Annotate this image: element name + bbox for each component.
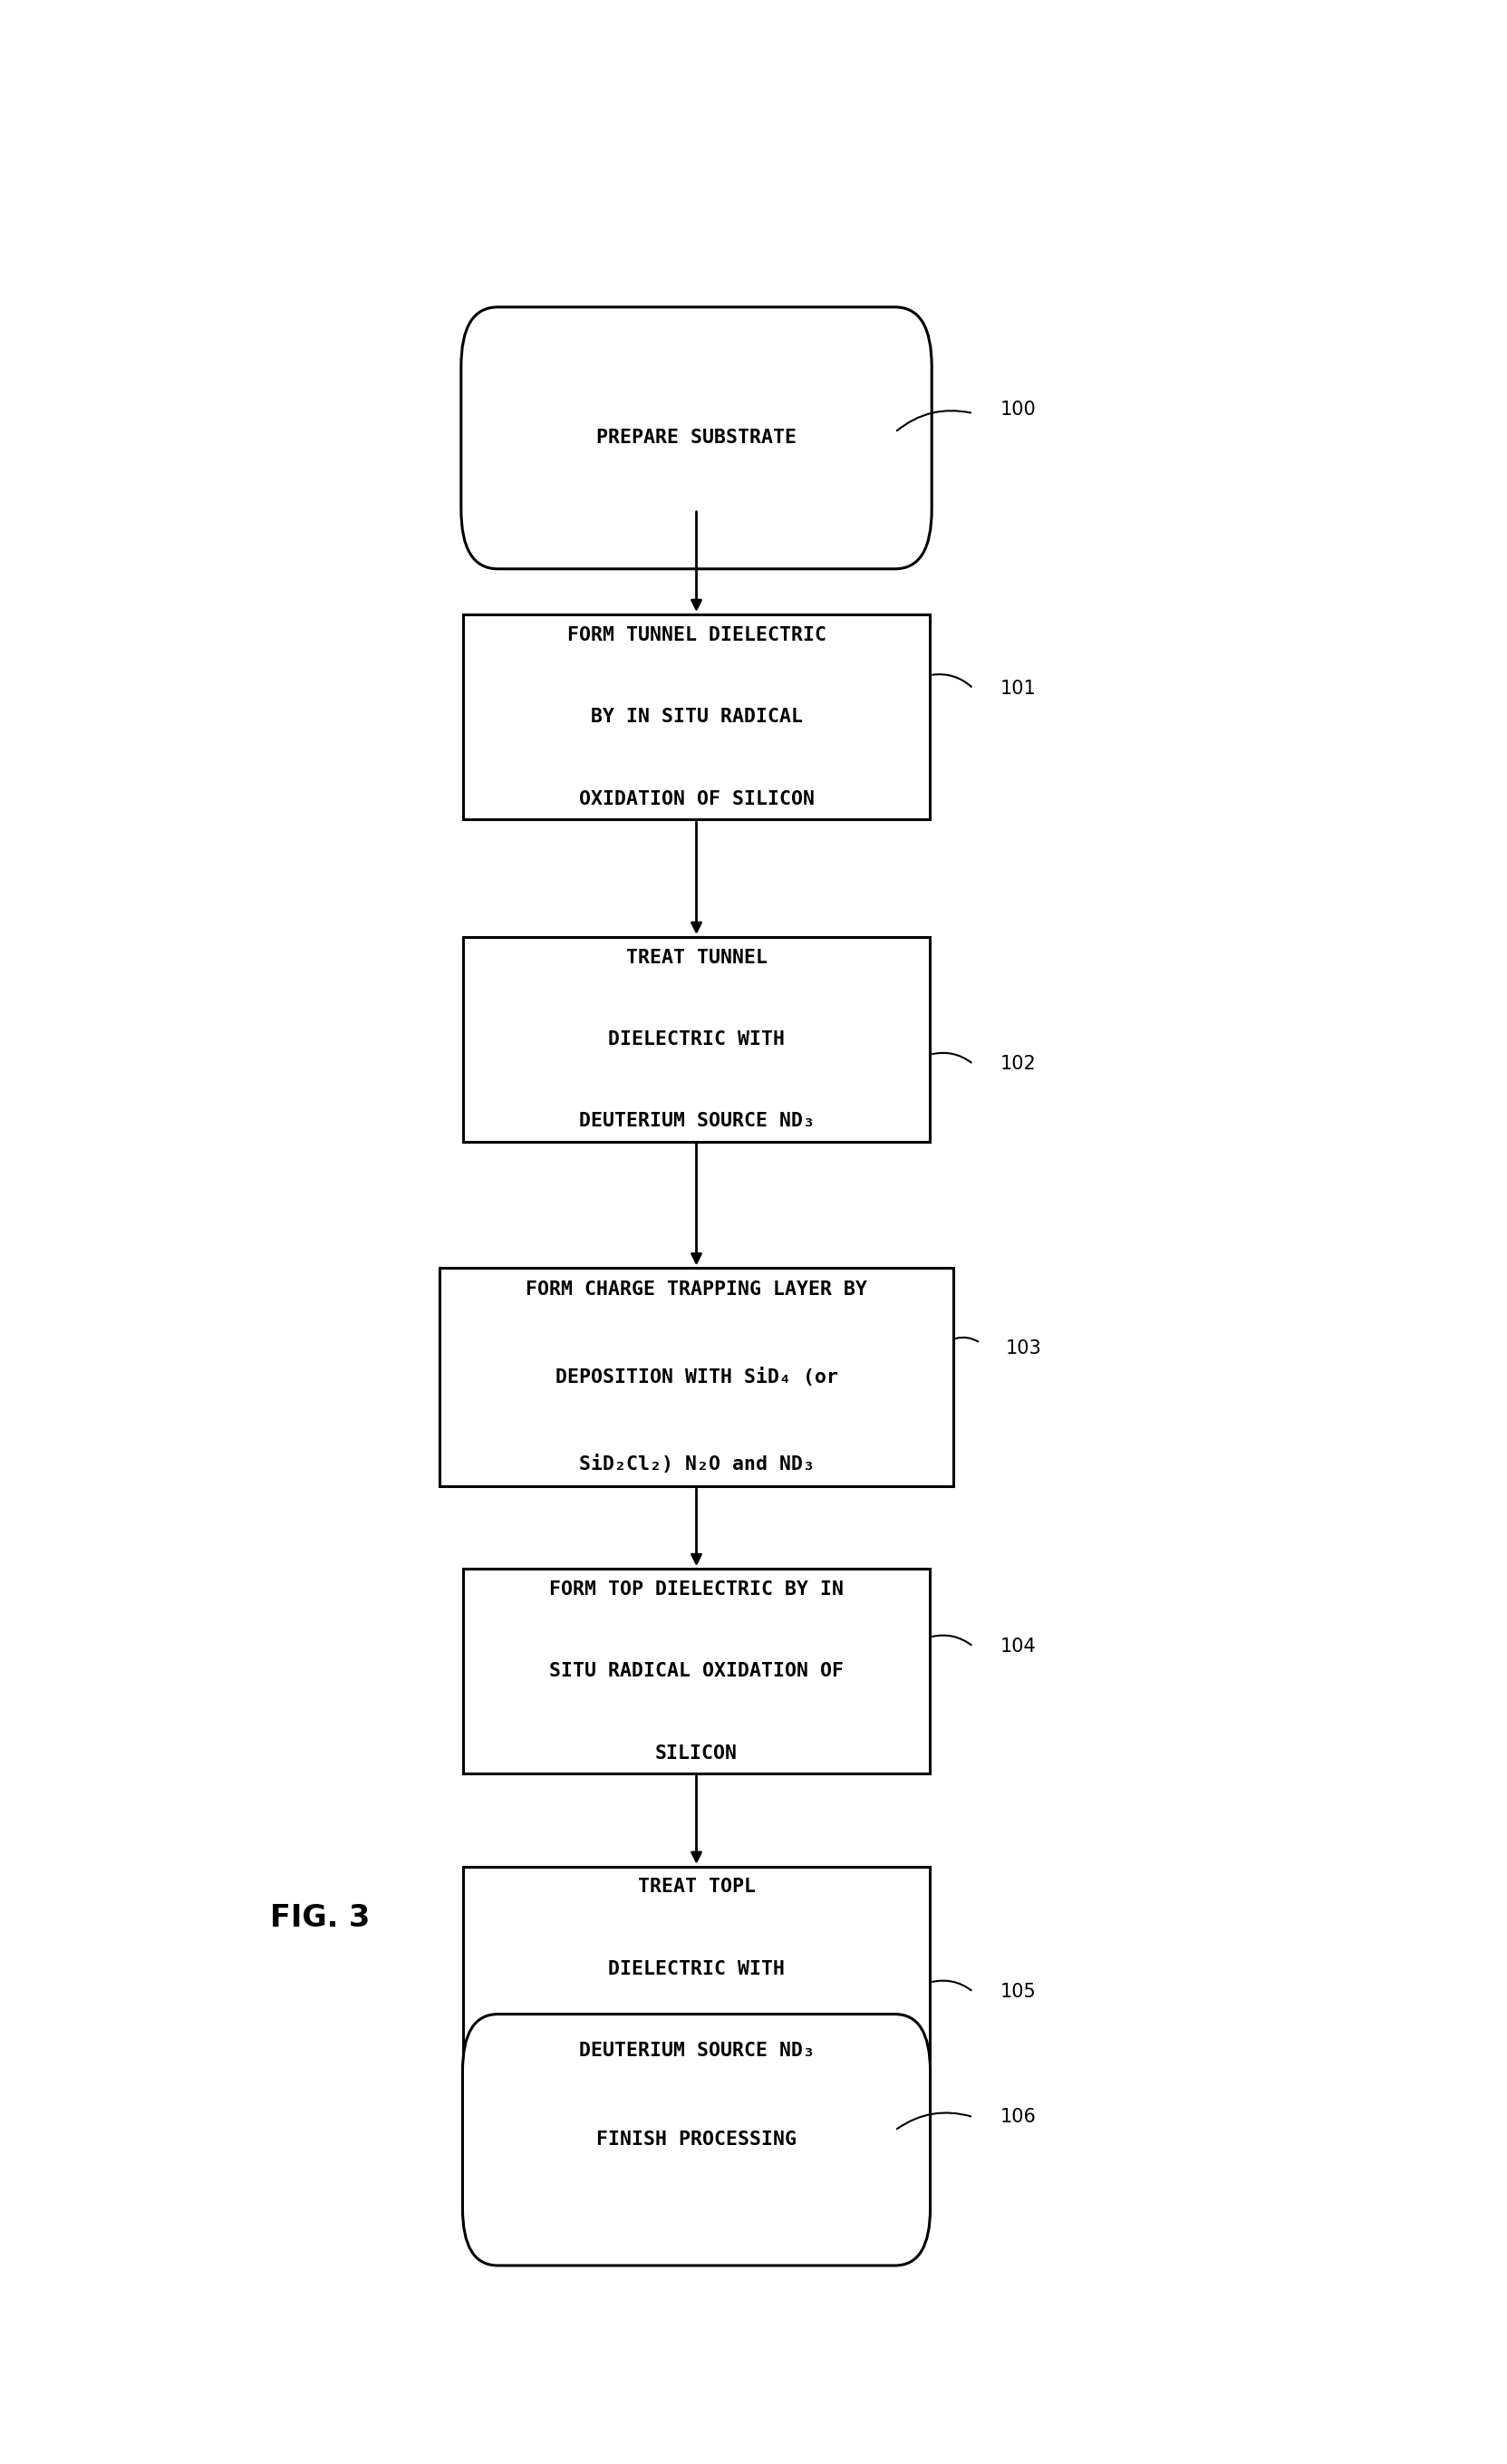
Bar [463, 936, 930, 1141]
Text: 100: 100 [1001, 402, 1037, 419]
Text: FIG. 3: FIG. 3 [270, 1902, 371, 1932]
Text: 101: 101 [1001, 680, 1037, 697]
Text: TREAT TOPL: TREAT TOPL [637, 1878, 755, 1897]
Text: SITU RADICAL OXIDATION OF: SITU RADICAL OXIDATION OF [549, 1663, 844, 1680]
Bar [440, 1269, 954, 1486]
Text: FINISH PROCESSING: FINISH PROCESSING [597, 2131, 797, 2149]
Bar [463, 614, 930, 821]
FancyBboxPatch shape [461, 308, 931, 569]
Text: PREPARE SUBSTRATE: PREPARE SUBSTRATE [597, 429, 797, 446]
Text: DEPOSITION WITH SiD₄ (or: DEPOSITION WITH SiD₄ (or [555, 1368, 838, 1387]
Text: SILICON: SILICON [656, 1745, 737, 1762]
Text: BY IN SITU RADICAL: BY IN SITU RADICAL [591, 707, 802, 727]
Text: DIELECTRIC WITH: DIELECTRIC WITH [607, 1030, 785, 1050]
Text: FORM TOP DIELECTRIC BY IN: FORM TOP DIELECTRIC BY IN [549, 1579, 844, 1599]
Text: DEUTERIUM SOURCE ND₃: DEUTERIUM SOURCE ND₃ [579, 1111, 814, 1131]
Text: 106: 106 [1001, 2109, 1037, 2126]
Text: 104: 104 [1001, 1639, 1037, 1656]
Text: FORM TUNNEL DIELECTRIC: FORM TUNNEL DIELECTRIC [567, 626, 826, 643]
Text: 103: 103 [1007, 1340, 1041, 1358]
Text: OXIDATION OF SILICON: OXIDATION OF SILICON [579, 791, 814, 808]
Text: DIELECTRIC WITH: DIELECTRIC WITH [607, 1959, 785, 1979]
Text: SiD₂Cl₂) N₂O and ND₃: SiD₂Cl₂) N₂O and ND₃ [579, 1454, 814, 1473]
Text: DEUTERIUM SOURCE ND₃: DEUTERIUM SOURCE ND₃ [579, 2043, 814, 2060]
Text: 102: 102 [1001, 1055, 1037, 1074]
Text: TREAT TUNNEL: TREAT TUNNEL [625, 949, 767, 966]
Text: 105: 105 [1001, 1984, 1037, 2001]
Bar [463, 1868, 930, 2072]
Bar [463, 1570, 930, 1774]
FancyBboxPatch shape [463, 2013, 930, 2264]
Text: FORM CHARGE TRAPPING LAYER BY: FORM CHARGE TRAPPING LAYER BY [526, 1281, 867, 1299]
